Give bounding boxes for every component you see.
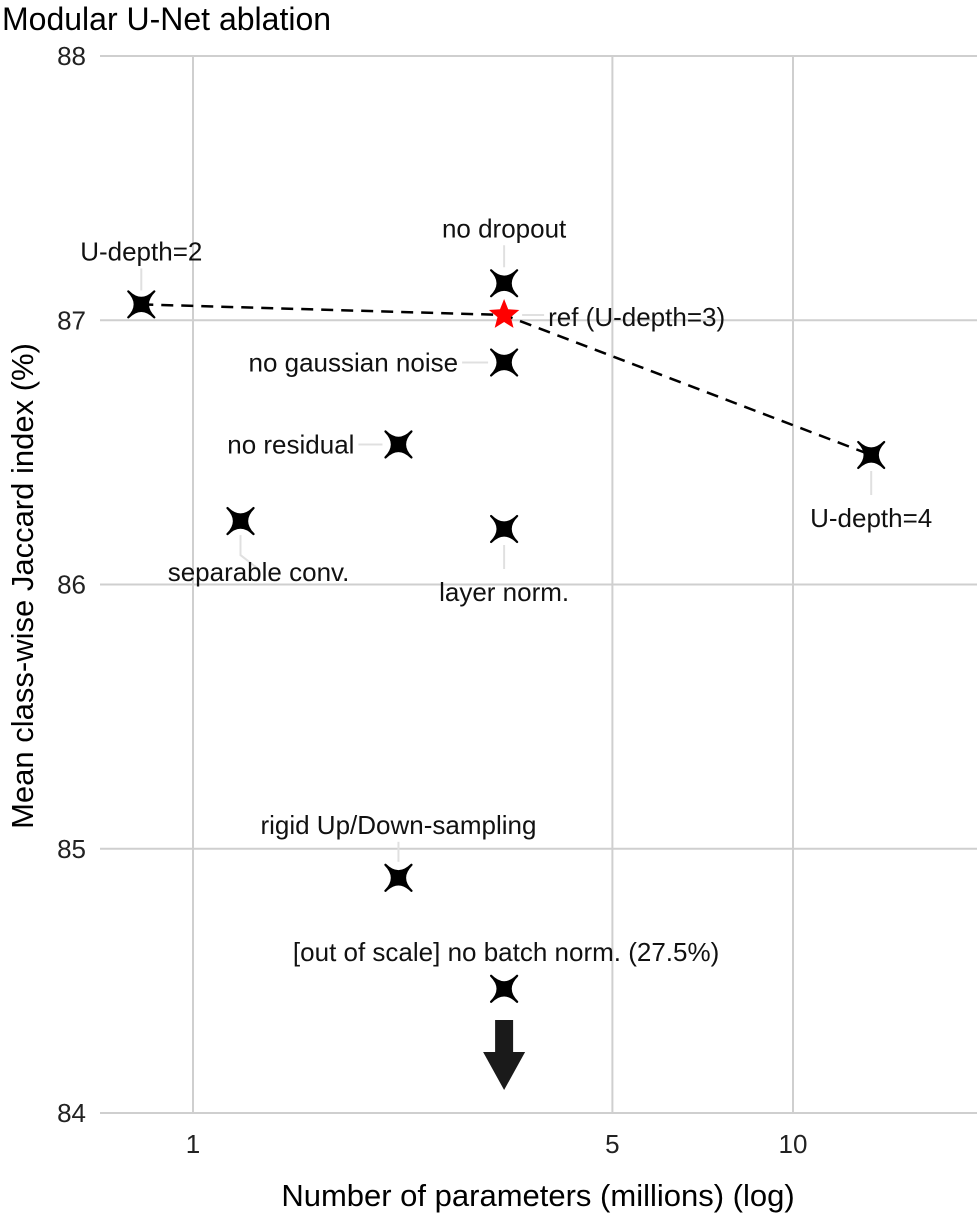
point-label: no dropout — [442, 213, 567, 243]
chart-title: Modular U-Net ablation — [2, 1, 331, 37]
x-axis-label: Number of parameters (millions) (log) — [281, 1178, 794, 1213]
out-of-scale-arrow — [483, 1020, 526, 1090]
y-tick-label: 87 — [57, 305, 86, 335]
point-label: U-depth=2 — [80, 236, 202, 266]
cross-marker — [857, 440, 886, 470]
x-tick-label: 10 — [779, 1129, 808, 1159]
cross-marker — [384, 863, 413, 892]
y-tick-label: 86 — [57, 570, 86, 600]
point-label: rigid Up/Down-sampling — [260, 810, 536, 840]
y-tick-label: 88 — [57, 41, 86, 71]
point-label: no residual — [227, 429, 354, 459]
label-leaders — [140, 245, 873, 862]
cross-marker — [384, 430, 413, 459]
grid — [100, 55, 977, 1114]
cross-marker — [490, 974, 519, 1003]
x-tick-label: 5 — [605, 1129, 619, 1159]
y-tick-label: 84 — [57, 1098, 86, 1128]
point-label: [out of scale] no batch norm. (27.5%) — [293, 937, 719, 967]
point-label: ref (U-depth=3) — [548, 302, 725, 332]
reference-star-marker — [488, 299, 520, 328]
point-label: layer norm. — [439, 577, 569, 607]
cross-marker — [490, 348, 519, 377]
point-label: no gaussian noise — [248, 348, 458, 378]
point-label: U-depth=4 — [810, 503, 932, 533]
down-arrow-icon — [483, 1020, 526, 1090]
data-markers — [127, 269, 886, 1003]
cross-marker — [490, 269, 519, 298]
point-label: separable conv. — [168, 557, 350, 587]
x-tick-label: 1 — [186, 1129, 200, 1159]
point-labels: U-depth=2 ref (U-depth=3) no dropout no gau… — [80, 213, 932, 967]
cross-marker — [127, 290, 156, 319]
cross-marker — [226, 506, 255, 536]
axis-ticks: 84 85 86 87 88 1 5 10 — [57, 41, 807, 1159]
y-axis-label: Mean class-wise Jaccard index (%) — [5, 343, 40, 829]
cross-marker — [490, 514, 519, 544]
label-leader-line — [239, 535, 260, 570]
y-tick-label: 85 — [57, 834, 86, 864]
